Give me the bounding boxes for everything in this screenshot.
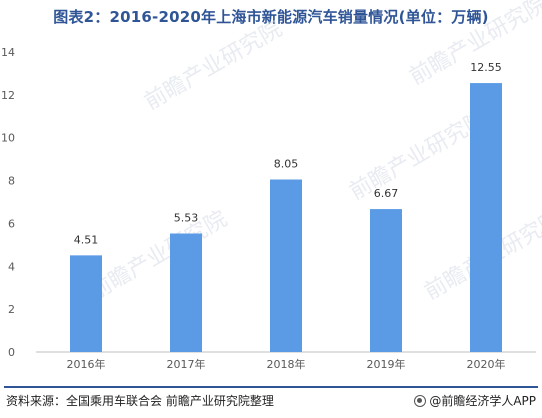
bar (70, 255, 102, 352)
watermark-text: 前瞻产业研究院 (141, 17, 287, 116)
chart-title: 图表2：2016-2020年上海市新能源汽车销量情况(单位：万辆) (53, 8, 489, 26)
axis-layer: 0 2 4 6 8 10 12 14 (1, 46, 536, 359)
bar (470, 83, 502, 353)
y-tick-label: 0 (8, 346, 15, 359)
data-label: 6.67 (374, 187, 399, 200)
data-label: 12.55 (470, 61, 502, 74)
y-tick-label: 2 (8, 303, 15, 316)
y-tick-label: 4 (8, 260, 15, 273)
data-label: 5.53 (174, 212, 199, 225)
source-note: 资料来源：全国乘用车联合会 前瞻产业研究院整理 (6, 394, 274, 408)
bar (270, 179, 302, 352)
y-tick-label: 6 (8, 217, 15, 230)
x-tick-label: 2018年 (267, 357, 306, 371)
y-tick-label: 8 (8, 175, 15, 188)
bar (370, 209, 402, 352)
x-tick-label: 2019年 (367, 357, 406, 371)
brand-text: @前瞻经济学人APP (429, 394, 536, 408)
brand-logo-icon (414, 394, 427, 407)
y-tick-label: 14 (1, 46, 15, 59)
brand-credit: @前瞻经济学人APP (414, 392, 536, 409)
x-tick-label: 2017年 (167, 357, 206, 371)
watermark-text: 前瞻产业研究院 (406, 0, 542, 90)
data-label: 4.51 (74, 233, 99, 246)
watermark-text: 前瞻产业研究院 (346, 107, 492, 206)
data-label: 8.05 (274, 158, 299, 171)
y-tick-label: 12 (1, 89, 15, 102)
bar (170, 233, 202, 352)
x-tick-label: 2020年 (467, 357, 506, 371)
bars-layer (70, 83, 502, 353)
watermark-text: 前瞻产业研究院 (86, 207, 232, 306)
labels-layer: 4.51 2016年 5.53 2017年 8.05 2018年 6.67 2019年 12.5… (67, 61, 506, 371)
footer-divider (4, 386, 538, 388)
x-tick-label: 2016年 (67, 357, 106, 371)
y-tick-label: 10 (1, 132, 15, 145)
